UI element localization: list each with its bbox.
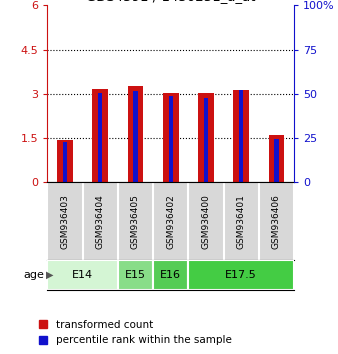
Legend: transformed count, percentile rank within the sample: transformed count, percentile rank withi… [39,320,232,345]
Text: GSM936403: GSM936403 [61,194,69,249]
Text: E16: E16 [160,270,181,280]
Text: GSM936400: GSM936400 [201,194,211,249]
Text: GSM936406: GSM936406 [272,194,281,249]
Bar [57,139,73,182]
Bar [274,139,279,182]
Text: age: age [23,270,44,280]
Text: GSM936402: GSM936402 [166,194,175,249]
Bar [204,98,208,182]
Text: GSM936405: GSM936405 [131,194,140,249]
Bar [98,93,102,182]
Bar [239,90,243,182]
Bar [92,89,108,182]
Text: GSM936404: GSM936404 [96,194,105,249]
Bar [169,96,173,182]
Bar [188,260,294,290]
Bar [198,93,214,182]
Text: ▶: ▶ [46,270,53,280]
Bar [233,90,249,182]
Bar [163,93,178,182]
Bar [127,86,143,182]
Bar [63,143,67,182]
Text: E15: E15 [125,270,146,280]
Bar [47,260,118,290]
Text: GSM936401: GSM936401 [237,194,246,249]
Title: GDS4591 / 1450251_a_at: GDS4591 / 1450251_a_at [86,0,256,3]
Text: E17.5: E17.5 [225,270,257,280]
Bar [268,135,284,182]
Bar [153,260,188,290]
Text: E14: E14 [72,270,93,280]
Bar [133,91,138,182]
Bar [118,260,153,290]
